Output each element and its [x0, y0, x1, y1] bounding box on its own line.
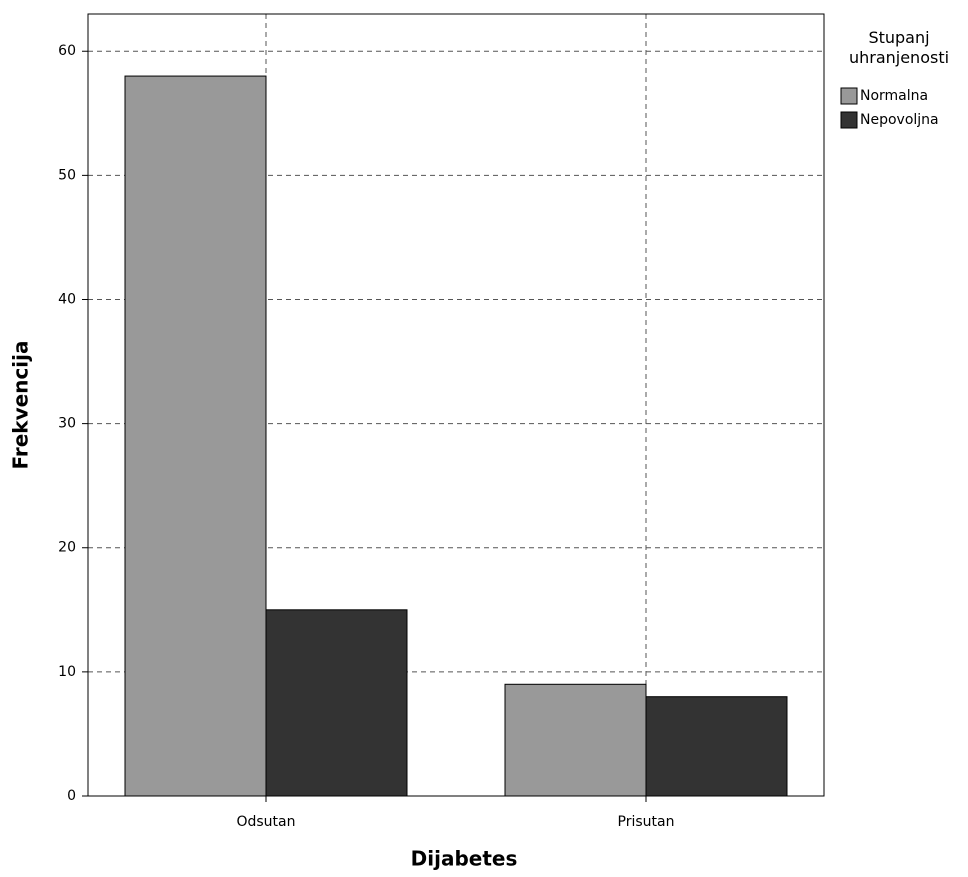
- y-tick-label: 30: [58, 416, 76, 432]
- y-tick-label: 0: [67, 788, 76, 804]
- legend-label: Nepovoljna: [860, 112, 939, 128]
- bar: [124, 75, 267, 797]
- bar: [504, 683, 647, 797]
- y-tick-label: 40: [58, 291, 76, 307]
- y-tick-label: 60: [58, 43, 76, 59]
- legend-title: Stupanj uhranjenosti: [848, 28, 950, 67]
- bar: [645, 696, 788, 797]
- legend-label: Normalna: [860, 88, 928, 104]
- x-tick-label: Odsutan: [236, 814, 295, 830]
- y-tick-label: 50: [58, 167, 76, 183]
- x-tick-label: Prisutan: [618, 814, 675, 830]
- y-axis-title: Frekvencija: [9, 340, 33, 469]
- legend-swatch: [840, 87, 858, 105]
- plot-frame: [87, 13, 825, 797]
- bar: [265, 609, 408, 797]
- legend-swatch: [840, 111, 858, 129]
- y-tick-label: 20: [58, 540, 76, 556]
- y-tick-label: 10: [58, 664, 76, 680]
- x-axis-title: Dijabetes: [411, 847, 518, 871]
